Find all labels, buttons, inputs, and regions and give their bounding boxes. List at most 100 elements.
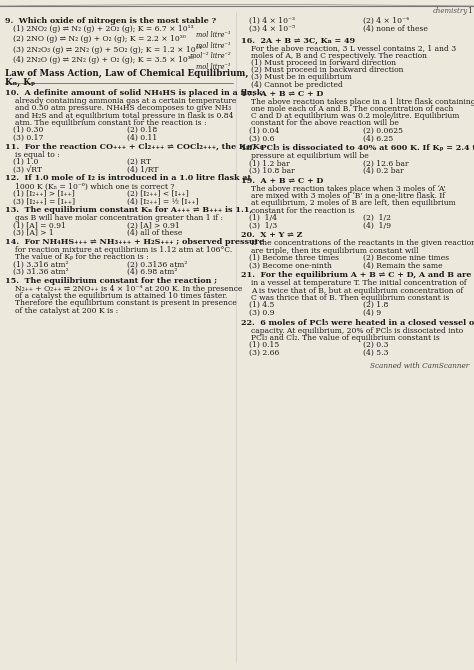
Text: (2) 4 × 10⁻⁴: (2) 4 × 10⁻⁴ [363, 17, 409, 25]
Text: (3) Become one-ninth: (3) Become one-ninth [249, 261, 332, 269]
Text: (4) 0.2 bar: (4) 0.2 bar [363, 168, 404, 175]
Text: (3) 31.36 atm²: (3) 31.36 atm² [13, 268, 69, 276]
Text: mol litre⁻¹: mol litre⁻¹ [197, 31, 231, 40]
Text: (1) Become three times: (1) Become three times [249, 254, 339, 262]
Text: (4) all of these: (4) all of these [127, 229, 182, 237]
Text: moles of A, B and C respectively. The reaction: moles of A, B and C respectively. The re… [251, 52, 427, 60]
Text: (3) [A] > 1: (3) [A] > 1 [13, 229, 54, 237]
Text: 22.  6 moles of PCl₅ were heated in a closed vessel of 2 litre: 22. 6 moles of PCl₅ were heated in a clo… [241, 319, 474, 326]
Text: of a catalyst the equilibrium is attained 10 times faster.: of a catalyst the equilibrium is attaine… [15, 292, 228, 300]
Text: (3) [I₂₊₊] = [I₊₊]: (3) [I₂₊₊] = [I₊₊] [13, 198, 75, 206]
Text: (4) Cannot be predicted: (4) Cannot be predicted [251, 80, 343, 88]
Text: (3) 4 × 10⁻⁵: (3) 4 × 10⁻⁵ [249, 25, 295, 33]
Text: Therefore the equilibrium constant is present in presence: Therefore the equilibrium constant is pr… [15, 299, 237, 308]
Text: The above reaction takes place when 3 moles of ‘A’: The above reaction takes place when 3 mo… [251, 185, 446, 193]
Text: (1) 1.2 bar: (1) 1.2 bar [249, 159, 290, 168]
Text: (2) 2NO (g) ⇌ N₂ (g) + O₂ (g); K = 2.2 × 10³⁰: (2) 2NO (g) ⇌ N₂ (g) + O₂ (g); K = 2.2 ×… [13, 36, 186, 44]
Text: pressure at equilibrium will be: pressure at equilibrium will be [251, 152, 369, 160]
Text: 19.  A + B ⇌ C + D: 19. A + B ⇌ C + D [241, 177, 323, 185]
Text: (4)  1/9: (4) 1/9 [363, 222, 391, 230]
Text: (1) Must proceed in forward direction: (1) Must proceed in forward direction [251, 59, 396, 67]
Text: are mixed with 3 moles of ‘B’ in a one-litre flask. If: are mixed with 3 moles of ‘B’ in a one-l… [251, 192, 445, 200]
Text: mol litre⁻¹: mol litre⁻¹ [197, 42, 231, 50]
Text: 1: 1 [467, 7, 472, 15]
Text: 15.  The equilibrium constant for the reaction ;: 15. The equilibrium constant for the rea… [5, 277, 217, 285]
Text: (4) 6.98 atm²: (4) 6.98 atm² [127, 268, 177, 276]
Text: (2) 0.3: (2) 0.3 [363, 341, 389, 349]
Text: (1) 0.04: (1) 0.04 [249, 127, 279, 135]
Text: For the above reaction, 3 L vessel contains 2, 1 and 3: For the above reaction, 3 L vessel conta… [251, 45, 456, 53]
Text: (4) 1/RT: (4) 1/RT [127, 165, 158, 174]
Text: (1) 0.30: (1) 0.30 [13, 126, 44, 134]
Text: constant for the reaction is: constant for the reaction is [251, 206, 355, 214]
Text: (4) [I₂₊₊] = ½ [I₊₊]: (4) [I₂₊₊] = ½ [I₊₊] [127, 198, 199, 206]
Text: for reaction mixture at equilibrium is 1.12 atm at 106°C.: for reaction mixture at equilibrium is 1… [15, 246, 232, 254]
Text: (1) [A] = 0.91: (1) [A] = 0.91 [13, 222, 66, 229]
Text: one mole each of A and B. The concentration of each: one mole each of A and B. The concentrat… [251, 105, 453, 113]
Text: 12.  If 1.0 mole of I₂ is introduced in a 1.0 litre flask at: 12. If 1.0 mole of I₂ is introduced in a… [5, 174, 251, 182]
Text: (3) 10.8 bar: (3) 10.8 bar [249, 168, 295, 175]
Text: (4) none of these: (4) none of these [363, 25, 428, 33]
Text: chemistry: chemistry [433, 7, 468, 15]
Text: (1) 2NO₂ (g) ⇌ N₂ (g) + 2O₂ (g); K = 6.7 × 10¹³: (1) 2NO₂ (g) ⇌ N₂ (g) + 2O₂ (g); K = 6.7… [13, 25, 193, 33]
Text: (3) 0.17: (3) 0.17 [13, 134, 44, 142]
Text: of the catalyst at 200 K is :: of the catalyst at 200 K is : [15, 307, 118, 315]
Text: 13.  The equilibrium constant Kₙ for A₊₊₊ ⇌ B₊₊₊ is 1.1,: 13. The equilibrium constant Kₙ for A₊₊₊… [5, 206, 252, 214]
Text: (3) √RT: (3) √RT [13, 165, 42, 174]
Text: 10.  A definite amount of solid NH₄HS is placed in a flask: 10. A definite amount of solid NH₄HS is … [5, 89, 262, 97]
Text: (3) 2N₂O₃ (g) ⇌ 2N₂ (g) + 5O₂ (g); K = 1.2 × 10¹⁴: (3) 2N₂O₃ (g) ⇌ 2N₂ (g) + 5O₂ (g); K = 1… [13, 46, 202, 54]
Text: (2)  1/2: (2) 1/2 [363, 214, 391, 222]
Text: Scanned with CamScanner: Scanned with CamScanner [370, 362, 469, 370]
Text: (2) Must proceed in backward direction: (2) Must proceed in backward direction [251, 66, 403, 74]
Text: 17.  A + B ⇌ C + D: 17. A + B ⇌ C + D [241, 90, 323, 98]
Text: 20.  X + Y ⇌ Z: 20. X + Y ⇌ Z [241, 231, 302, 239]
Text: (3) 0.6: (3) 0.6 [249, 135, 274, 143]
Text: C and D at equilibrium was 0.2 mole/litre. Equilibrium: C and D at equilibrium was 0.2 mole/litr… [251, 112, 459, 120]
Text: (2) 0.3136 atm²: (2) 0.3136 atm² [127, 261, 187, 269]
Text: (1) 4.5: (1) 4.5 [249, 301, 274, 309]
Text: capacity. At equilibrium, 20% of PCl₅ is dissociated into: capacity. At equilibrium, 20% of PCl₅ is… [251, 326, 463, 334]
Text: 1000 K (Kₙ = 10⁻⁶) which one is correct ?: 1000 K (Kₙ = 10⁻⁶) which one is correct … [15, 182, 174, 190]
Text: and 0.50 atm pressure. NH₄HS decomposes to give NH₃: and 0.50 atm pressure. NH₄HS decomposes … [15, 105, 231, 113]
Text: (1) 1.0: (1) 1.0 [13, 158, 38, 166]
Text: (4) 6.25: (4) 6.25 [363, 135, 393, 143]
Text: already containing ammonia gas at a certain temperature: already containing ammonia gas at a cert… [15, 97, 237, 105]
Text: constant for the above reaction will be: constant for the above reaction will be [251, 119, 399, 127]
Text: mol⁻² litre⁻²: mol⁻² litre⁻² [191, 52, 231, 60]
Text: (2) RT: (2) RT [127, 158, 151, 166]
Text: (2) 1.8: (2) 1.8 [363, 301, 388, 309]
Text: C was thrice that of B. Then equilibrium constant is: C was thrice that of B. Then equilibrium… [251, 294, 449, 302]
Text: are triple, then its equilibrium constant will: are triple, then its equilibrium constan… [251, 247, 419, 255]
Text: at equilibrium, 2 moles of B are left, then equilibrium: at equilibrium, 2 moles of B are left, t… [251, 200, 456, 208]
Text: 21.  For the equilibrium A + B ⇌ C + D, A and B are mixed: 21. For the equilibrium A + B ⇌ C + D, A… [241, 271, 474, 279]
Text: (2) [A] > 0.91: (2) [A] > 0.91 [127, 222, 180, 229]
Text: in a vessel at temperature T. The initial concentration of: in a vessel at temperature T. The initia… [251, 279, 466, 287]
Text: mol litre⁻¹: mol litre⁻¹ [197, 62, 231, 70]
Text: (2) 0.0625: (2) 0.0625 [363, 127, 403, 135]
Text: 11.  For the reaction CO₊₊₊ + Cl₂₊₊₊ ⇌ COCl₂₊₊₊, the Kₚ/Kₙ: 11. For the reaction CO₊₊₊ + Cl₂₊₊₊ ⇌ CO… [5, 143, 264, 151]
Text: (3)  1/3: (3) 1/3 [249, 222, 277, 230]
Text: (2) [I₂₊₊] < [I₊₊]: (2) [I₂₊₊] < [I₊₊] [127, 190, 189, 198]
Text: gas B will have molar concentration greater than 1 if :: gas B will have molar concentration grea… [15, 214, 223, 222]
Text: (3) 0.9: (3) 0.9 [249, 309, 274, 317]
Text: A is twice that of B, but at equilibrium concentration of: A is twice that of B, but at equilibrium… [251, 287, 463, 295]
Text: (2) 12.6 bar: (2) 12.6 bar [363, 159, 409, 168]
Text: (3) Must be in equilibrium: (3) Must be in equilibrium [251, 74, 352, 81]
Text: (4) Remain the same: (4) Remain the same [363, 261, 443, 269]
Text: The above reaction takes place in a 1 litre flask containing: The above reaction takes place in a 1 li… [251, 98, 474, 106]
Text: atm. The equilibrium constant for the reaction is :: atm. The equilibrium constant for the re… [15, 119, 207, 127]
Text: (1) [I₂₊₊] > [I₊₊]: (1) [I₂₊₊] > [I₊₊] [13, 190, 75, 198]
Text: (1) 4 × 10⁻³: (1) 4 × 10⁻³ [249, 17, 295, 25]
Text: (4) 9: (4) 9 [363, 309, 381, 317]
Text: 16.  2A + B ⇌ 3C, Kₙ = 49: 16. 2A + B ⇌ 3C, Kₙ = 49 [241, 37, 355, 45]
Text: 14.  For NH₄HS₊₊₊ ⇌ NH₃₊₊₊ + H₂S₊₊₊ ; observed pressure: 14. For NH₄HS₊₊₊ ⇌ NH₃₊₊₊ + H₂S₊₊₊ ; obs… [5, 238, 264, 246]
Text: and H₂S and at equilibrium total pressure in flask is 0.84: and H₂S and at equilibrium total pressur… [15, 112, 234, 120]
Text: (4) 0.11: (4) 0.11 [127, 134, 157, 142]
Text: is equal to :: is equal to : [15, 151, 60, 159]
Text: (4) 5.3: (4) 5.3 [363, 349, 389, 357]
Text: (2) Become nine times: (2) Become nine times [363, 254, 449, 262]
Text: Kₙ, Kₚ: Kₙ, Kₚ [5, 78, 35, 87]
Text: (3) 2.66: (3) 2.66 [249, 349, 279, 357]
Text: (1) 0.15: (1) 0.15 [249, 341, 279, 349]
Text: N₂₊₊ + O₂₊₊ ⇌ 2NO₊₊ is 4 × 10⁻⁴ at 200 K. In the presence: N₂₊₊ + O₂₊₊ ⇌ 2NO₊₊ is 4 × 10⁻⁴ at 200 K… [15, 285, 242, 293]
